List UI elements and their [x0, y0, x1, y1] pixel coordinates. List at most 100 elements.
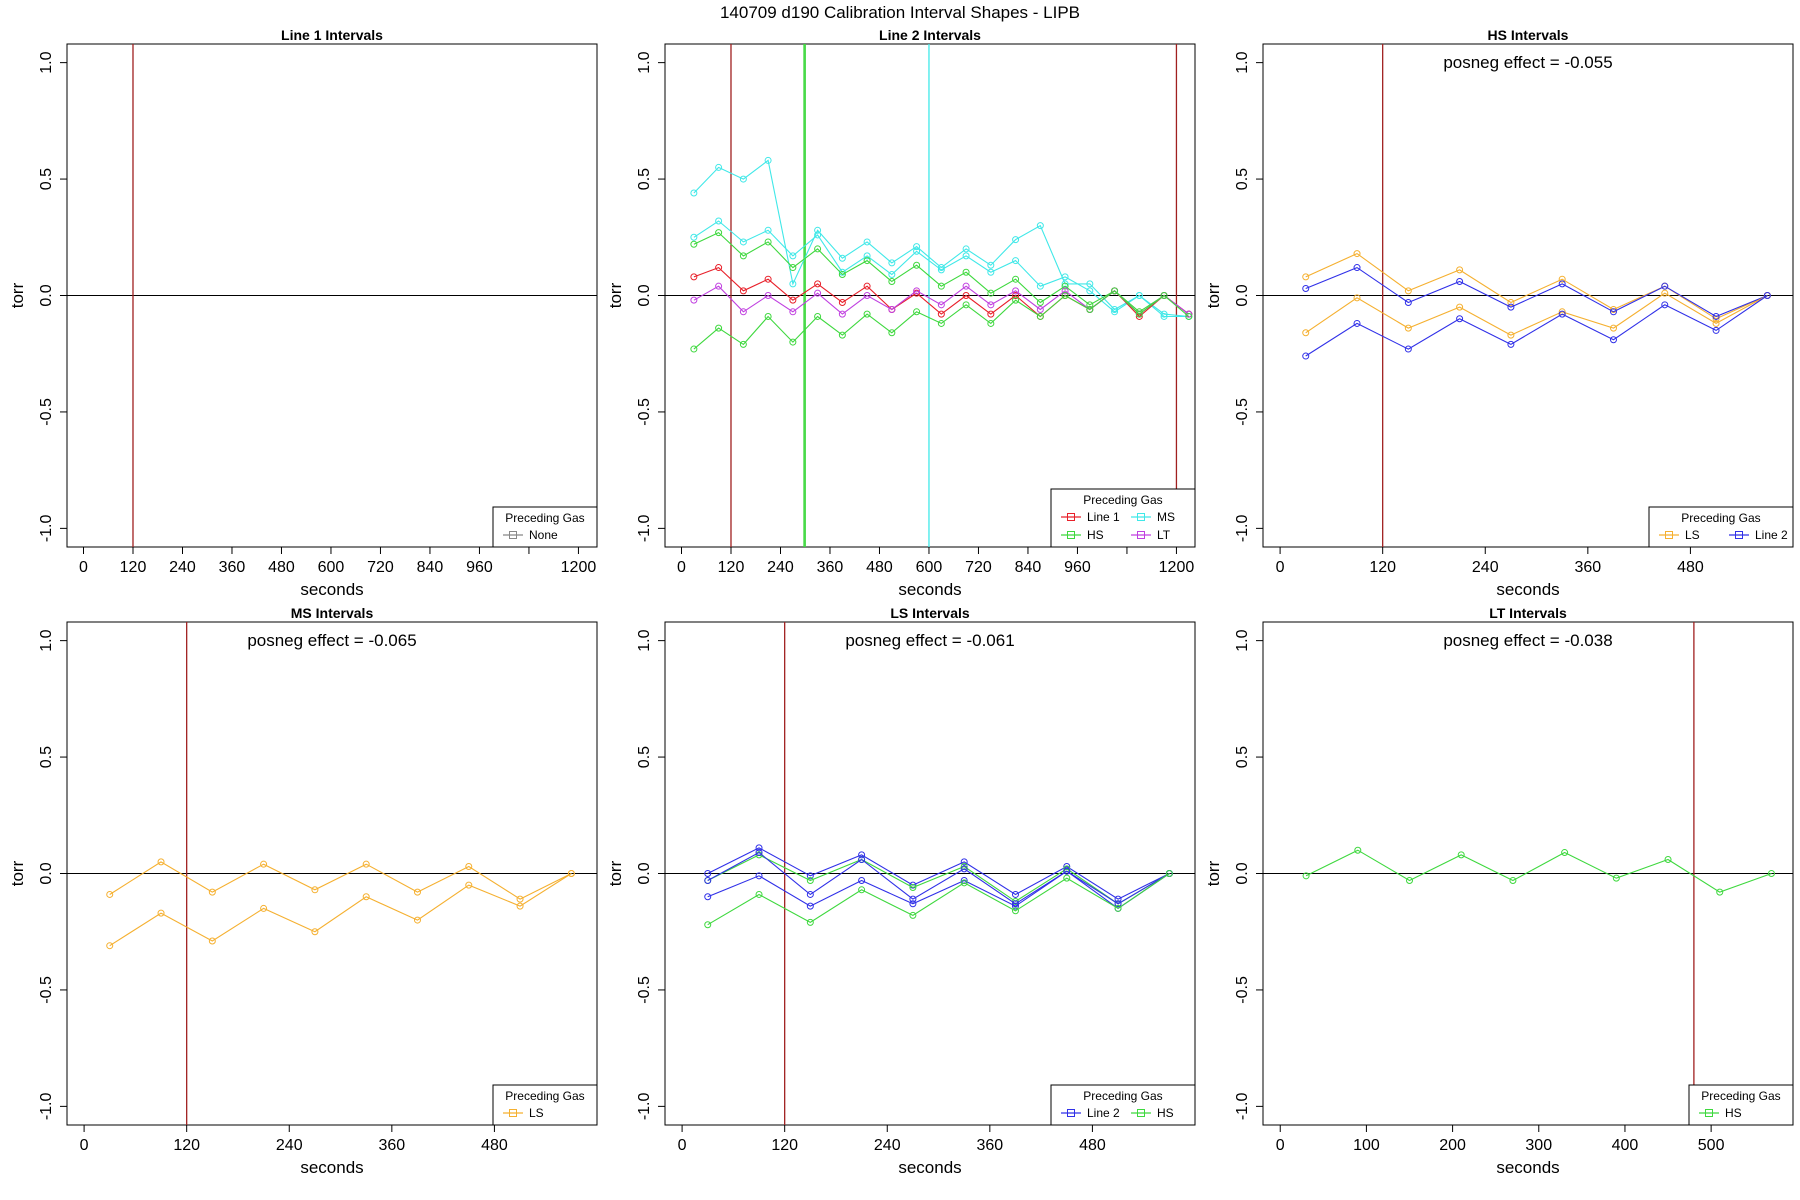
- y-tick-label: 0.5: [636, 746, 653, 768]
- y-axis-label: torr: [1204, 860, 1223, 886]
- data-point: [1609, 305, 1617, 313]
- x-tick-label: 1200: [1159, 559, 1195, 576]
- data-point: [1302, 329, 1310, 337]
- data-point: [806, 872, 814, 880]
- y-tick-label: 0.0: [1234, 284, 1251, 306]
- legend-swatch-marker: [1735, 531, 1743, 539]
- data-point: [690, 345, 698, 353]
- y-tick-label: -1.0: [636, 514, 653, 542]
- data-point: [1012, 287, 1020, 295]
- panel-title: Line 2 Intervals: [879, 27, 981, 43]
- data-point: [962, 292, 970, 299]
- y-tick-label: 1.0: [1234, 629, 1251, 651]
- legend-box: [492, 1084, 598, 1126]
- data-point: [1716, 888, 1724, 896]
- data-point: [739, 175, 747, 183]
- y-tick-label: 0.5: [636, 168, 653, 190]
- data-point: [858, 851, 866, 859]
- data-point: [1061, 292, 1069, 299]
- data-point: [1061, 273, 1069, 281]
- data-point: [888, 329, 896, 337]
- data-point: [260, 904, 268, 912]
- panel-title: HS Intervals: [1488, 27, 1569, 43]
- data-point: [1354, 846, 1362, 854]
- data-point: [937, 310, 945, 318]
- series-ms: [690, 217, 1193, 320]
- data-point: [1406, 876, 1414, 884]
- data-point: [465, 881, 473, 889]
- x-tick-label: 480: [1079, 1137, 1106, 1154]
- y-tick-label: 0.5: [38, 746, 55, 768]
- series-line: [707, 854, 1170, 905]
- x-tick-label: 0: [1276, 1137, 1285, 1154]
- series-line: [1305, 292, 1768, 336]
- data-point: [1160, 312, 1168, 320]
- data-point: [962, 245, 970, 253]
- data-point: [1114, 904, 1122, 912]
- data-point: [960, 865, 968, 873]
- panel-6: LT Intervals 0 100 200 300 400 500 seconds -1.0 -…: [1204, 605, 1794, 1177]
- data-point: [858, 876, 866, 884]
- data-point: [888, 278, 896, 286]
- data-point: [838, 310, 846, 318]
- data-point: [987, 319, 995, 327]
- data-point: [764, 156, 772, 164]
- x-tick-label: 0: [677, 559, 686, 576]
- x-tick-label: 480: [481, 1137, 508, 1154]
- data-point: [789, 308, 797, 316]
- data-point: [704, 870, 712, 877]
- panel-5: LS Intervals 0 120 240 360 480 seconds -1.0 -0.5…: [606, 605, 1196, 1177]
- data-point: [1404, 287, 1412, 295]
- x-tick-label: 720: [965, 559, 992, 576]
- data-point: [1114, 895, 1122, 903]
- data-point: [764, 275, 772, 283]
- data-point: [1456, 303, 1464, 311]
- legend-swatch-marker: [509, 531, 517, 539]
- data-point: [1456, 315, 1464, 323]
- data-point: [1086, 305, 1094, 313]
- legend-title: Preceding Gas: [1083, 493, 1162, 507]
- data-point: [739, 287, 747, 295]
- data-point: [1558, 275, 1566, 283]
- data-point: [704, 876, 712, 884]
- data-point: [1111, 308, 1119, 316]
- x-tick-label: 240: [276, 1137, 303, 1154]
- data-point: [516, 895, 524, 903]
- series-hs: [690, 287, 1193, 353]
- panels: Line 1 Intervals 0 120 240 360 480 600 720 840 96…: [8, 27, 1794, 1177]
- legend-entry: LS: [1685, 528, 1700, 542]
- data-point: [1661, 301, 1669, 309]
- data-point: [690, 240, 698, 248]
- data-point: [311, 928, 319, 936]
- x-tick-label: 480: [866, 559, 893, 576]
- data-point: [789, 252, 797, 260]
- series-line: [1305, 266, 1768, 318]
- data-point: [1661, 289, 1669, 297]
- data-point: [1036, 222, 1044, 230]
- data-point: [838, 331, 846, 339]
- x-tick-label: 0: [1276, 559, 1285, 576]
- x-axis-label: seconds: [1496, 1158, 1559, 1177]
- data-point: [362, 893, 370, 901]
- y-tick-label: 0.0: [38, 284, 55, 306]
- series-ls: [1302, 289, 1771, 339]
- data-point: [1767, 870, 1775, 877]
- x-tick-label: 960: [466, 559, 493, 576]
- x-tick-label: 0: [79, 559, 88, 576]
- data-point: [704, 893, 712, 901]
- data-point: [960, 876, 968, 884]
- series-line-2: [704, 849, 1173, 908]
- series-line: [693, 220, 1189, 318]
- data-point: [987, 261, 995, 269]
- data-point: [1353, 319, 1361, 327]
- data-point: [1712, 312, 1720, 320]
- y-tick-label: 0.0: [636, 284, 653, 306]
- data-point: [1012, 292, 1020, 299]
- data-point: [715, 229, 723, 237]
- data-point: [715, 163, 723, 171]
- data-point: [1456, 266, 1464, 274]
- legend-title: Preceding Gas: [1701, 1089, 1780, 1103]
- data-point: [1036, 298, 1044, 306]
- data-point: [987, 310, 995, 318]
- data-point: [1036, 282, 1044, 290]
